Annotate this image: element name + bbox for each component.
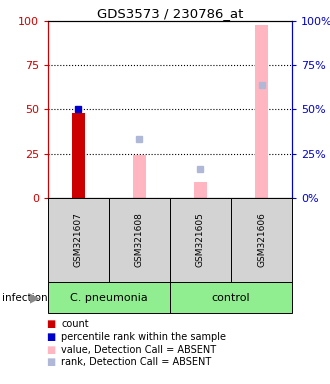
Bar [109,198,170,282]
Text: infection: infection [2,293,47,303]
Text: control: control [212,293,250,303]
Text: GSM321605: GSM321605 [196,213,205,267]
Text: GSM321607: GSM321607 [74,213,83,267]
Text: ▶: ▶ [30,291,40,304]
Text: GSM321606: GSM321606 [257,213,266,267]
Bar [72,113,85,198]
Text: ■: ■ [47,332,56,342]
Text: value, Detection Call = ABSENT: value, Detection Call = ABSENT [61,345,216,355]
Text: percentile rank within the sample: percentile rank within the sample [61,332,226,342]
Text: count: count [61,319,89,329]
Text: ■: ■ [47,345,56,355]
Bar [48,198,109,282]
Bar [170,282,292,313]
Text: ■: ■ [47,358,56,367]
Text: rank, Detection Call = ABSENT: rank, Detection Call = ABSENT [61,358,211,367]
Bar [133,156,146,198]
Text: GSM321608: GSM321608 [135,213,144,267]
Bar [255,25,268,198]
Bar [48,282,170,313]
Text: ■: ■ [47,319,56,329]
Bar [194,182,207,198]
Bar [170,198,231,282]
Title: GDS3573 / 230786_at: GDS3573 / 230786_at [97,7,243,20]
Bar [231,198,292,282]
Text: C. pneumonia: C. pneumonia [70,293,148,303]
